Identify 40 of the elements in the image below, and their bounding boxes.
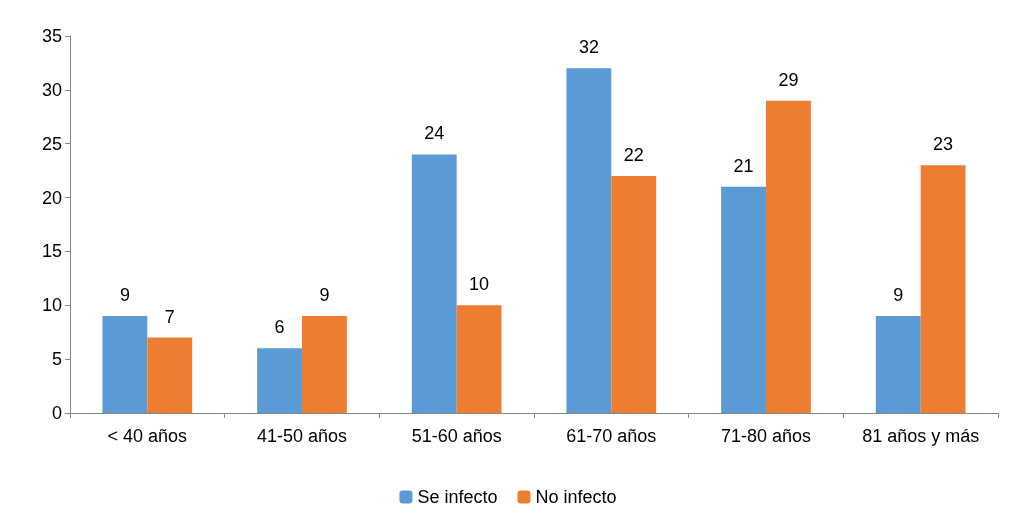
data-label: 22: [623, 145, 644, 166]
bar: [147, 337, 193, 413]
data-label: 29: [778, 69, 799, 90]
y-tick-label: 10: [41, 295, 62, 316]
data-label: 23: [933, 134, 954, 155]
bar: [257, 348, 302, 413]
data-label: 21: [733, 155, 754, 176]
bar: [456, 305, 502, 413]
y-tick-label: 35: [41, 26, 62, 46]
data-label: 24: [424, 123, 445, 144]
bar: [721, 186, 766, 413]
y-tick-label: 30: [41, 79, 62, 100]
data-label: 9: [319, 285, 330, 306]
bar: [302, 316, 347, 413]
bar: [102, 316, 148, 413]
x-tick-label: 41-50 años: [256, 426, 348, 446]
y-tick-label: 5: [51, 349, 62, 370]
y-tick-label: 0: [51, 403, 62, 423]
y-tick-label: 20: [41, 187, 62, 208]
bar: [766, 100, 811, 413]
bar: [411, 154, 457, 413]
bar: [566, 68, 612, 413]
bar: [920, 165, 966, 413]
legend-label: No infecto: [535, 487, 617, 507]
x-tick-label: < 40 años: [107, 426, 188, 446]
data-label: 9: [119, 285, 130, 306]
y-tick-label: 15: [41, 241, 62, 262]
x-tick-label: 71-80 años: [720, 426, 812, 446]
x-tick-label: 61-70 años: [566, 426, 657, 446]
y-tick-label: 25: [41, 133, 62, 154]
data-label: 7: [164, 306, 175, 327]
data-label: 6: [274, 317, 285, 338]
bar: [875, 316, 921, 413]
bar: [611, 176, 657, 413]
legend-label: Se infecto: [417, 487, 498, 507]
x-tick-label: 81 años y más: [862, 426, 980, 446]
x-tick-label: 51-60 años: [411, 426, 502, 446]
data-label: 9: [893, 285, 904, 306]
data-label: 32: [578, 37, 599, 58]
data-label: 10: [469, 274, 490, 295]
